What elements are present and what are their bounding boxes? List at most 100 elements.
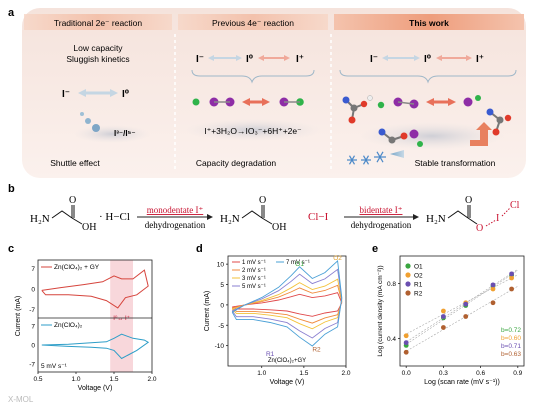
reactant-nh2: H₂N [30,213,50,225]
y-tick-label: 0 [31,287,35,294]
col2-species-3: I⁺ [296,54,304,65]
col2-arrow-2 [258,55,290,61]
chart-d-frame [227,255,347,367]
col3-shadow [360,122,504,150]
panel-label-b: b [8,183,15,195]
col2-species-2: I⁰ [246,54,253,65]
prod-o: O [476,223,483,234]
col1-line2: Sluggish kinetics [66,54,129,64]
step1-top: monodentate I⁺ [147,205,204,215]
legend-marker [405,281,411,287]
col3-arrow-2 [436,55,472,61]
reactant-o: O [69,195,76,206]
x-tick-label: 1.0 [71,376,80,383]
fit-line-O1 [403,270,518,347]
panel-label-a: a [8,7,15,19]
x-tick-label: 1.5 [299,370,308,377]
legend-entry: 5 mV s⁻¹ [242,284,266,290]
slope-label-O1: b=0.72 [501,327,521,334]
step2-top: bidentate I⁺ [360,205,403,215]
watermark: X-MOL [8,395,34,404]
data-point-R2 [509,286,514,292]
data-point-R1 [509,271,514,277]
scan-rate-label: 5 mV s⁻¹ [41,363,68,370]
fit-line-R2 [403,286,518,353]
x-axis-label: Voltage (V) [270,379,305,386]
col2-shadow [185,119,321,141]
legend-entry: 2 mV s⁻¹ [242,268,266,274]
col1-header-bar [24,14,172,30]
col2-footer: Capacity degradation [196,158,277,168]
prod-cl: Cl [510,200,520,211]
cv-trace-base [41,333,150,360]
reaction-scheme: H₂N O OH · H−Cl monodentate I⁺ dehydroge… [30,195,520,234]
col1-equilibrium-arrow [78,89,118,97]
reactant-bonds [51,210,73,219]
x-tick-label: 1.0 [257,370,266,377]
chart-d: 1.0 1.5 2.0 10 5 0 -5 -10 1 mV s⁻¹ 2 mV s⁻¹ 3 mV s… [204,255,351,386]
col3-arrow-1 [382,55,420,61]
panel-label-c: c [8,243,14,255]
chart-c-frame [37,259,153,373]
x-tick-label: 2.0 [147,376,156,383]
legend-entry: 7 mV s⁻¹ [286,260,310,266]
highlight-band [110,260,133,372]
col3-blue-arrow [390,150,404,158]
data-point-R2 [403,349,409,355]
y-tick-label: 0.4 [387,336,396,343]
slope-label-O2: b=0.60 [501,335,521,342]
col1-footer: Shuttle effect [50,158,100,168]
col2-header: Previous 4e⁻ reaction [212,18,294,28]
data-point-R1 [490,282,496,288]
col3-brace [339,69,517,84]
x-tick-label: 0.3 [439,370,448,377]
y-tick-label: -10 [215,343,225,350]
col1-species-left: I⁻ [62,89,70,100]
panel-label-e: e [372,243,378,255]
x-tick-label: 2.0 [341,370,350,377]
col3-header-bar [334,14,524,30]
y-tick-label: -7 [29,361,35,368]
y-tick-label: -5 [218,323,224,330]
chart-c: I⁰↔ I⁺ 7 7 0 0 -7 -7 Zn(ClO₄)₂ + GY Zn(ClO₄)₂ 5 m… [15,259,157,392]
legend-entry: R1 [414,282,423,289]
x-axis-label: Voltage (V) [78,385,113,392]
y-axis-label: Current (mA) [15,296,22,336]
y-tick-label: 7 [31,266,35,273]
x-axis-label: Log (scan rate (mV s⁻¹)) [424,379,500,386]
col1-line1: Low capacity [73,43,123,53]
legend-marker [405,263,411,269]
data-point-R2 [463,314,469,319]
panel-label-d: d [196,243,203,255]
col1-species-right: I⁰ [122,89,129,100]
y-tick-label: 10 [217,262,225,269]
legend-entry: O2 [414,273,423,280]
data-point-O2 [509,275,514,281]
data-point-O2 [490,286,496,292]
col2-arrow-1 [208,55,242,61]
col3-species-2: I⁰ [424,54,431,65]
y-tick-label: 0.8 [387,281,396,288]
col3-species-3: I⁺ [476,54,484,65]
x-tick-label: 0.6 [476,370,485,377]
col1-droplet [80,112,84,116]
data-point-R2 [490,300,496,306]
legend-marker [405,272,411,278]
col3-footer: Stable transformation [415,158,496,168]
col2-brace [191,69,315,84]
peak-label-o1: O1 [295,261,304,268]
legend-entry: 1 mV s⁻¹ [242,260,266,266]
col1-intermediate: I³⁻/I⁵⁻ [114,129,136,138]
mid-o: O [259,195,266,206]
highlight-label: I⁰↔ I⁺ [113,315,130,322]
x-tick-label: 0.5 [33,376,42,383]
data-point-R1 [403,340,409,346]
col3-molecules [342,95,512,147]
step2-bottom: dehydrogenation [351,220,412,230]
col1-droplet [85,118,91,124]
col3-species-1: I⁻ [370,54,378,65]
y-tick-label: 5 [220,282,224,289]
peak-label-r2: R2 [312,347,321,354]
col1-shadow [74,125,150,143]
